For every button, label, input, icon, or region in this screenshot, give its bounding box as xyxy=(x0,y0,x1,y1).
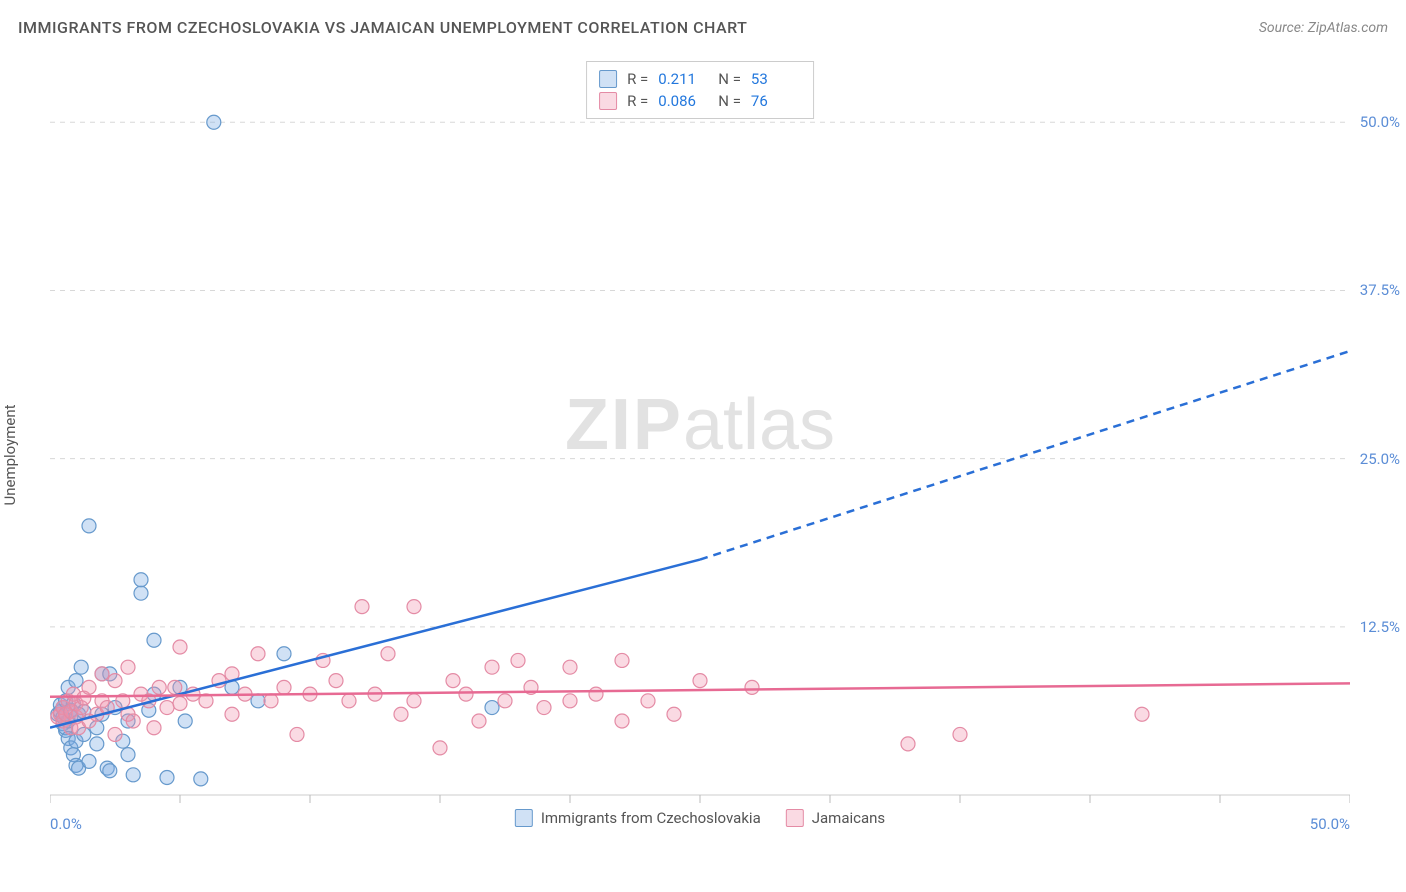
x-tick-label: 50.0% xyxy=(1310,815,1350,833)
plot-area: ZIPatlas R =0.211N =53R =0.086N =76 Immi… xyxy=(50,55,1350,825)
scatter-chart xyxy=(50,55,1350,825)
legend-swatch xyxy=(515,809,533,827)
y-tick-label: 50.0% xyxy=(1360,113,1400,131)
legend-series-item: Jamaicans xyxy=(786,809,885,827)
legend-swatch xyxy=(599,92,617,110)
legend-series: Immigrants from Czechoslovakia Jamaicans xyxy=(515,809,885,827)
y-axis-label: Unemployment xyxy=(1,404,19,505)
legend-series-label: Immigrants from Czechoslovakia xyxy=(541,809,761,827)
y-tick-label: 37.5% xyxy=(1360,281,1400,299)
chart-title: IMMIGRANTS FROM CZECHOSLOVAKIA VS JAMAIC… xyxy=(18,18,747,37)
legend-correlation: R =0.211N =53R =0.086N =76 xyxy=(586,61,814,119)
legend-series-item: Immigrants from Czechoslovakia xyxy=(515,809,761,827)
legend-swatch xyxy=(786,809,804,827)
x-tick-label: 0.0% xyxy=(50,815,82,833)
legend-stat-row: R =0.086N =76 xyxy=(599,90,801,112)
source-attribution: Source: ZipAtlas.com xyxy=(1259,20,1388,36)
legend-swatch xyxy=(599,70,617,88)
y-tick-label: 25.0% xyxy=(1360,450,1400,468)
legend-stat-row: R =0.211N =53 xyxy=(599,68,801,90)
legend-series-label: Jamaicans xyxy=(812,809,885,827)
y-tick-label: 12.5% xyxy=(1360,618,1400,636)
